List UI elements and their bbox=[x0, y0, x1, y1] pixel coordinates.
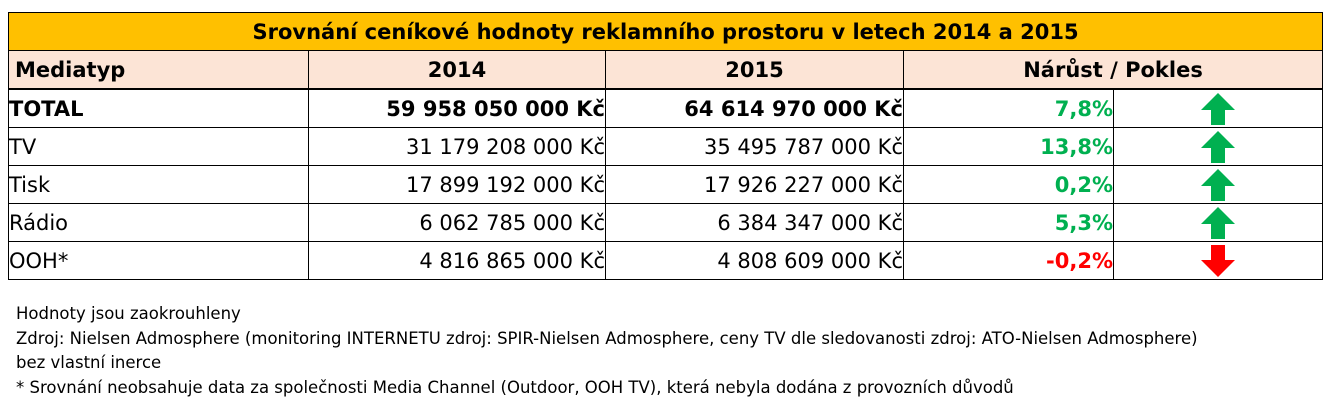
note-footnote: * Srovnání neobsahuje data za společnost… bbox=[16, 377, 1014, 397]
arrow-up-icon bbox=[1201, 168, 1236, 201]
cell-2015: 64 614 970 000 Kč bbox=[605, 88, 904, 128]
cell-2015: 35 495 787 000 Kč bbox=[605, 127, 904, 166]
header-mediatyp: Mediatyp bbox=[8, 50, 309, 90]
cell-2015: 6 384 347 000 Kč bbox=[605, 203, 904, 242]
comparison-table: Srovnání ceníkové hodnoty reklamního pro… bbox=[7, 12, 1324, 280]
cell-change: 5,3% bbox=[903, 203, 1114, 242]
cell-2015: 4 808 609 000 Kč bbox=[605, 241, 904, 280]
table-title: Srovnání ceníkové hodnoty reklamního pro… bbox=[7, 12, 1324, 51]
cell-arrow bbox=[1112, 203, 1324, 242]
cell-arrow bbox=[1112, 165, 1324, 204]
cell-arrow bbox=[1112, 127, 1324, 166]
note-inerce: bez vlastní inerce bbox=[16, 353, 162, 372]
cell-mediatyp: TV bbox=[8, 127, 309, 166]
cell-mediatyp: Tisk bbox=[8, 165, 309, 204]
table-title-row: Srovnání ceníkové hodnoty reklamního pro… bbox=[7, 12, 1324, 51]
comparison-table-wrapper: Srovnání ceníkové hodnoty reklamního pro… bbox=[7, 12, 1324, 280]
arrow-up-icon bbox=[1201, 206, 1236, 239]
arrow-down-icon bbox=[1201, 244, 1236, 277]
cell-2014: 17 899 192 000 Kč bbox=[308, 165, 606, 204]
cell-change: -0,2% bbox=[903, 241, 1114, 280]
cell-2015: 17 926 227 000 Kč bbox=[605, 165, 904, 204]
cell-arrow bbox=[1112, 88, 1324, 128]
table-row: Tisk 17 899 192 000 Kč 17 926 227 000 Kč 0,… bbox=[8, 165, 1324, 204]
note-source: Zdroj: Nielsen Admosphere (monitoring IN… bbox=[16, 328, 1198, 348]
cell-mediatyp: Rádio bbox=[8, 203, 309, 242]
cell-2014: 4 816 865 000 Kč bbox=[308, 241, 606, 280]
table-row: TOTAL 59 958 050 000 Kč 64 614 970 000 Kč 7… bbox=[8, 88, 1324, 128]
cell-2014: 6 062 785 000 Kč bbox=[308, 203, 606, 242]
table-row: Rádio 6 062 785 000 Kč 6 384 347 000 Kč 5,3… bbox=[8, 203, 1324, 242]
header-change: Nárůst / Pokles bbox=[902, 50, 1324, 90]
note-rounded: Hodnoty jsou zaokrouhleny bbox=[16, 304, 241, 323]
header-2015: 2015 bbox=[605, 50, 904, 90]
arrow-up-icon bbox=[1201, 130, 1236, 163]
cell-mediatyp: TOTAL bbox=[8, 88, 309, 128]
cell-change: 13,8% bbox=[903, 127, 1114, 166]
cell-mediatyp: OOH* bbox=[8, 241, 309, 280]
cell-2014: 31 179 208 000 Kč bbox=[308, 127, 606, 166]
table-header-row: Mediatyp 2014 2015 Nárůst / Pokles bbox=[8, 50, 1324, 90]
table-row: OOH* 4 816 865 000 Kč 4 808 609 000 Kč -0,2… bbox=[8, 241, 1324, 280]
notes: Hodnoty jsou zaokrouhleny Zdroj: Nielsen… bbox=[16, 302, 1322, 400]
cell-change: 0,2% bbox=[903, 165, 1114, 204]
header-2014: 2014 bbox=[308, 50, 606, 90]
table-row: TV 31 179 208 000 Kč 35 495 787 000 Kč 13,8… bbox=[8, 127, 1324, 166]
cell-change: 7,8% bbox=[903, 88, 1114, 128]
arrow-up-icon bbox=[1201, 92, 1236, 125]
cell-2014: 59 958 050 000 Kč bbox=[308, 88, 606, 128]
cell-arrow bbox=[1112, 241, 1324, 280]
